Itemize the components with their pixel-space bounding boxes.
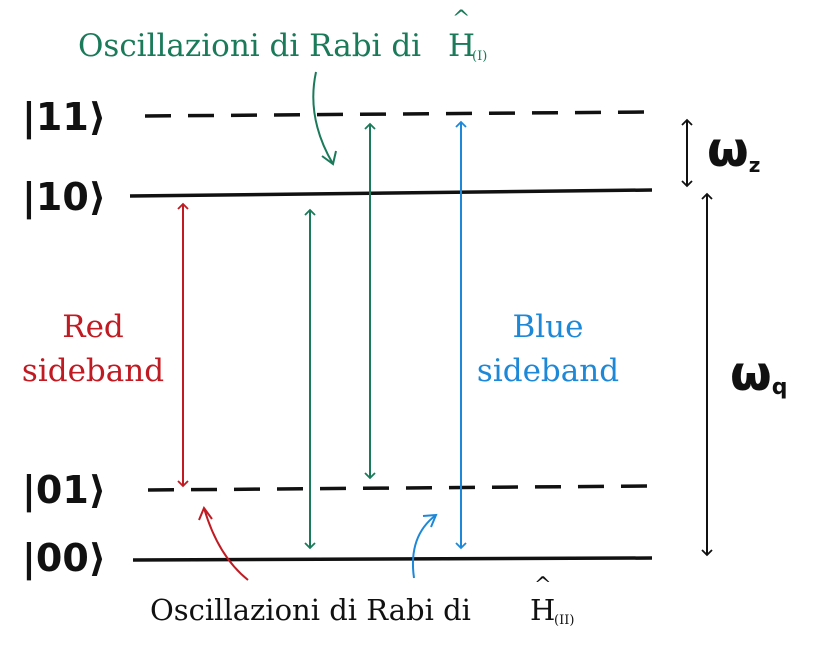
top-hamiltonian-hat: ^ (452, 7, 470, 32)
state-label-10: |10⟩ (22, 175, 106, 220)
level-01-dashed-line (147, 484, 651, 492)
bottom-hamiltonian-hat: ^ (534, 573, 552, 597)
red-sideband-label-line2: sideband (22, 353, 164, 389)
omega-q-symbol: ω (730, 346, 772, 402)
red-sideband-label-line1: Red (62, 309, 124, 345)
blue-sideband-label-line1: Blue (512, 309, 583, 345)
omega-z-label: ωz (707, 122, 760, 178)
state-label-00: |00⟩ (22, 536, 106, 581)
bottom-annotation-text: Oscillazioni di Rabi di (150, 593, 471, 627)
bottom-hamiltonian-subscript: (II) (554, 613, 574, 628)
red-pointer-arrow (203, 507, 249, 581)
top-hamiltonian-subscript: (I) (472, 49, 487, 64)
bottom-hamiltonian-symbol: H (530, 593, 555, 627)
level-10-solid-line (129, 188, 653, 198)
omega-q-subscript: q (772, 375, 788, 400)
level-11-dashed-line (144, 110, 651, 118)
state-label-11: |11⟩ (22, 95, 106, 140)
omega-z-subscript: z (749, 153, 761, 177)
state-label-01: |01⟩ (22, 468, 106, 513)
level-00-solid-line (132, 556, 653, 562)
top-annotation: Oscillazioni di Rabi di H ^ (I) (78, 7, 487, 64)
blue-pointer-arrow (412, 514, 437, 579)
blue-pointer-head (422, 513, 438, 528)
top-annotation-pointer-arrow (312, 71, 334, 165)
omega-z-symbol: ω (707, 122, 749, 178)
top-annotation-pointer-head (321, 150, 337, 166)
red-pointer-head (198, 505, 213, 521)
omega-q-label: ωq (730, 346, 787, 402)
top-annotation-text: Oscillazioni di Rabi di (78, 28, 421, 64)
bottom-annotation: Oscillazioni di Rabi di H ^ (II) (150, 573, 574, 628)
top-hamiltonian-symbol: H (448, 28, 475, 64)
blue-sideband-label-line2: sideband (477, 353, 619, 389)
